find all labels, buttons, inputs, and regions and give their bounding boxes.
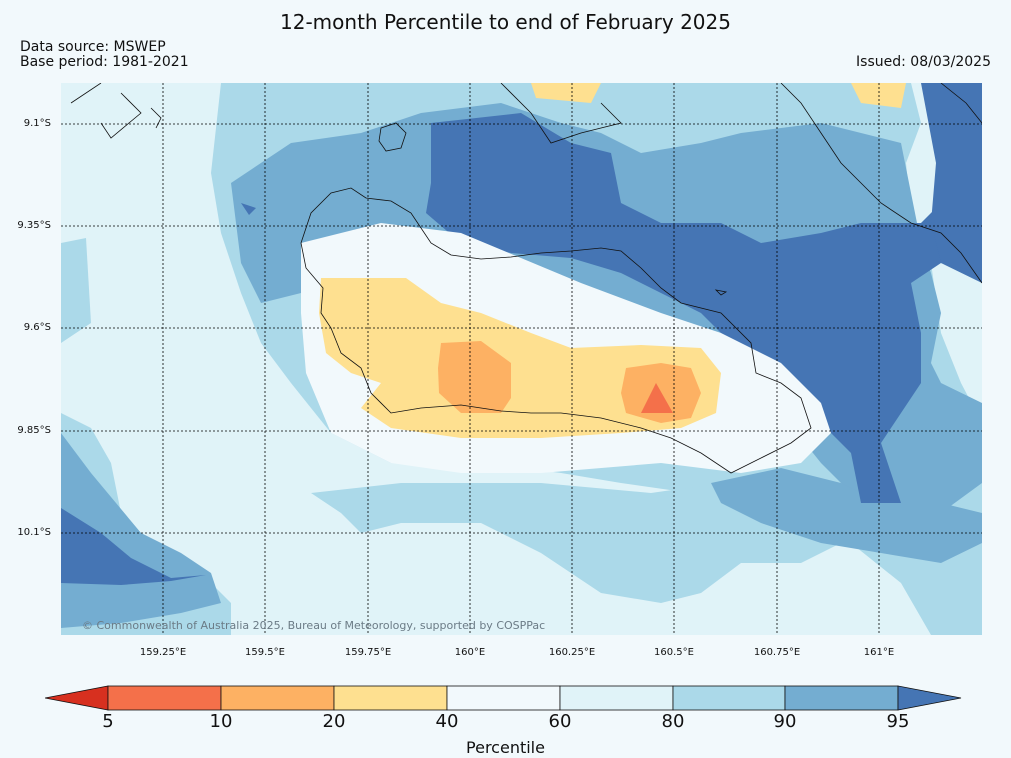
colorbar-tick: 10 <box>209 711 233 732</box>
colorbar-segment <box>446 685 561 711</box>
fill-95-100-north <box>426 83 982 503</box>
colorbar-tick: 20 <box>322 711 346 732</box>
colorbar-segment <box>107 685 222 711</box>
colorbar-tick: 40 <box>435 711 459 732</box>
lon-label: 159.75°E <box>344 647 392 658</box>
fill-5-10 <box>641 383 673 413</box>
fill-20-40-north <box>531 83 601 103</box>
data-source-block: Data source: MSWEP Base period: 1981-202… <box>20 40 189 70</box>
colorbar-tick: 5 <box>102 711 114 732</box>
map-title: 12-month Percentile to end of February 2… <box>280 10 731 34</box>
lon-label: 159.5°E <box>245 647 285 658</box>
fill-80-90-west <box>61 238 91 343</box>
colorbar-title: Percentile <box>466 738 545 757</box>
fill-95-100-patch <box>241 203 256 215</box>
lon-label: 160.25°E <box>548 647 596 658</box>
graticule <box>61 83 982 635</box>
data-source-text: Data source: MSWEP <box>20 39 166 55</box>
fill-95-100-east-patch <box>921 83 982 273</box>
lon-label: 160.5°E <box>654 647 694 658</box>
colorbar-tick: 60 <box>548 711 572 732</box>
colorbar-low-arrow <box>45 685 109 711</box>
lat-label: 10.1°S <box>17 527 51 538</box>
colorbar-tick: 80 <box>661 711 685 732</box>
lon-label: 161°E <box>863 647 895 658</box>
lon-label: 159.25°E <box>139 647 187 658</box>
lat-label: 9.1°S <box>23 118 51 129</box>
colorbar <box>45 685 962 711</box>
fill-90-95-southeast <box>711 468 982 563</box>
lon-label: 160°E <box>454 647 486 658</box>
percentile-map <box>61 83 982 635</box>
lat-label: 9.35°S <box>17 220 51 231</box>
colorbar-segment <box>559 685 674 711</box>
issued-date: Issued: 08/03/2025 <box>856 54 991 70</box>
colorbar-segment <box>784 685 899 711</box>
fill-20-40-northeast <box>851 83 906 108</box>
lon-label: 160.75°E <box>753 647 801 658</box>
fill-10-20-west <box>438 341 511 413</box>
fill-95-100-southwest <box>61 508 206 585</box>
colorbar-segment <box>220 685 335 711</box>
base-period-text: Base period: 1981-2021 <box>20 54 189 70</box>
colorbar-segment <box>672 685 786 711</box>
fill-20-40 <box>319 278 721 438</box>
colorbar-tick: 95 <box>886 711 910 732</box>
lat-label: 9.85°S <box>17 425 51 436</box>
fill-80-90-south <box>311 478 851 603</box>
coastlines <box>70 83 982 474</box>
colorbar-tick: 90 <box>773 711 797 732</box>
lat-label: 9.6°S <box>23 322 51 333</box>
copyright-credit: © Commonwealth of Australia 2025, Bureau… <box>82 619 546 632</box>
colorbar-segment <box>333 685 448 711</box>
colorbar-high-arrow <box>897 685 962 711</box>
